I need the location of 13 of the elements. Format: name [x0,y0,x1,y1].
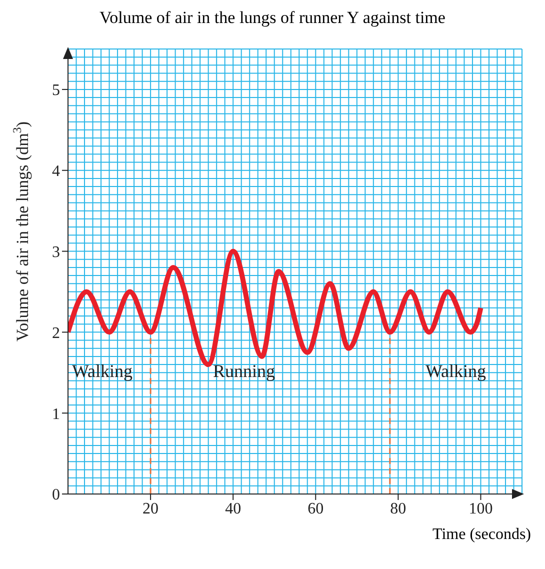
x-tick-label: 60 [308,500,324,518]
y-tick-label: 2 [52,324,60,342]
x-axis-title: Time (seconds) [431,526,532,544]
y-tick-label: 3 [52,244,60,261]
x-tick-label: 40 [225,500,242,518]
x-tick-label: 20 [142,500,159,518]
y-tick-label: 0 [52,486,60,504]
x-tick-label: 80 [390,500,406,518]
y-tick-label: 1 [52,406,60,423]
chart-title: Volume of air in the lungs of runner Y against time [98,8,446,28]
x-tick-label: 100 [468,500,493,518]
y-tick-label: 5 [52,82,60,100]
y-tick-label: 4 [52,163,60,180]
